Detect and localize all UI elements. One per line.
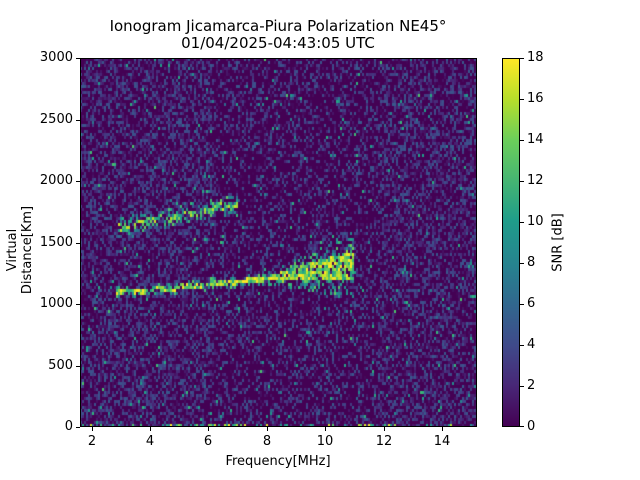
y-tick-label: 500 <box>48 358 73 373</box>
x-tick <box>325 427 326 431</box>
colorbar-tick-label: 10 <box>527 214 544 229</box>
colorbar-tick-label: 18 <box>527 50 544 65</box>
colorbar-tick-label: 6 <box>527 296 536 311</box>
x-tick <box>208 427 209 431</box>
x-tick-label: 8 <box>262 434 272 449</box>
colorbar-tick <box>520 99 524 100</box>
y-tick <box>76 181 80 182</box>
colorbar-tick-label: 12 <box>527 173 544 188</box>
chart-title: Ionogram Jicamarca-Piura Polarization NE… <box>109 17 447 35</box>
colorbar-tick-label: 4 <box>527 337 536 352</box>
y-tick-label: 2000 <box>39 173 73 188</box>
colorbar-tick-label: 2 <box>527 378 536 393</box>
colorbar-tick <box>520 222 524 223</box>
x-axis-title: Frequency[MHz] <box>225 454 331 469</box>
y-tick-label: 1000 <box>39 296 73 311</box>
y-axis-title: Virtual Distance[Km] <box>5 205 35 295</box>
x-tick-label: 4 <box>145 434 155 449</box>
colorbar-tick <box>520 58 524 59</box>
colorbar-tick <box>520 263 524 264</box>
x-tick-label: 6 <box>203 434 213 449</box>
colorbar-title: SNR [dB] <box>550 213 566 272</box>
colorbar-tick-label: 14 <box>527 132 544 147</box>
colorbar-tick <box>520 345 524 346</box>
y-tick-label: 3000 <box>39 50 73 65</box>
y-tick <box>76 366 80 367</box>
plot-frame <box>80 58 477 427</box>
colorbar-tick-label: 0 <box>527 419 536 434</box>
chart-subtitle: 01/04/2025-04:43:05 UTC <box>181 34 375 52</box>
x-tick-label: 12 <box>375 434 393 449</box>
y-tick <box>76 243 80 244</box>
colorbar-tick-label: 16 <box>527 91 544 106</box>
x-tick <box>442 427 443 431</box>
x-tick <box>384 427 385 431</box>
colorbar-tick-label: 8 <box>527 255 536 270</box>
colorbar-tick <box>520 426 524 427</box>
x-tick <box>150 427 151 431</box>
y-tick-label: 1500 <box>39 235 73 250</box>
colorbar <box>502 58 520 427</box>
x-tick-label: 2 <box>87 434 97 449</box>
y-tick <box>76 58 80 59</box>
colorbar-tick <box>520 181 524 182</box>
y-tick-label: 0 <box>64 419 73 434</box>
y-tick <box>76 427 80 428</box>
y-tick <box>76 120 80 121</box>
colorbar-tick <box>520 140 524 141</box>
x-tick <box>267 427 268 431</box>
colorbar-tick <box>520 304 524 305</box>
colorbar-tick <box>520 386 524 387</box>
x-tick-label: 14 <box>433 434 451 449</box>
y-tick <box>76 304 80 305</box>
y-tick-label: 2500 <box>39 112 73 127</box>
x-tick <box>92 427 93 431</box>
ionogram-heatmap <box>80 58 477 427</box>
x-tick-label: 10 <box>316 434 334 449</box>
